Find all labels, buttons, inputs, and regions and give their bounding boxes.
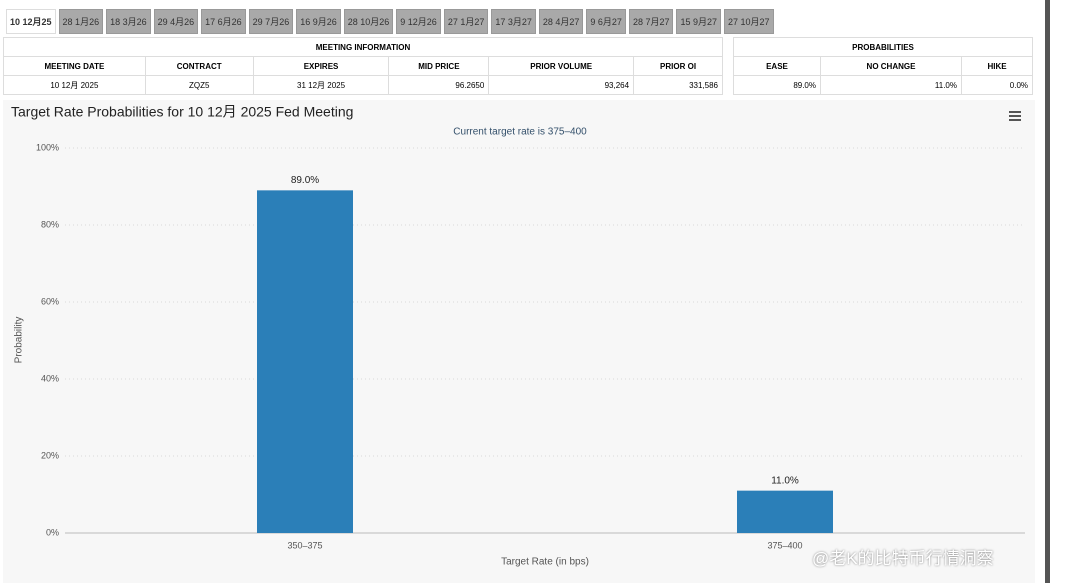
table-cell: 93,264 (488, 75, 635, 95)
x-tick-label: 375–400 (767, 540, 802, 550)
column-header: MEETING DATE (3, 56, 146, 76)
meeting-tab[interactable]: 29 4月26 (153, 9, 199, 34)
header-row: MEETING DATE CONTRACT EXPIRES MID PRICE PRIO… (3, 56, 723, 76)
meeting-tab[interactable]: 9 12月26 (396, 9, 441, 34)
data-row: 10 12月 2025 ZQZ5 31 12月 2025 96.2650 93,264 3… (3, 75, 723, 95)
y-tick-label: 60% (41, 296, 59, 306)
table-cell: 0.0% (961, 75, 1033, 95)
meeting-tab[interactable]: 27 10月27 (724, 9, 774, 34)
column-header: HIKE (961, 56, 1033, 76)
bar (737, 490, 833, 533)
chart-subtitle: Current target rate is 375–400 (453, 127, 587, 138)
meeting-tab[interactable]: 29 7月26 (248, 9, 294, 34)
scrollbar[interactable] (1045, 0, 1050, 583)
table-cell: 89.0% (733, 75, 821, 95)
x-axis-label: Target Rate (in bps) (501, 557, 589, 568)
table-title: PROBABILITIES (733, 37, 1033, 57)
table-cell: 96.2650 (388, 75, 490, 95)
column-header: PRIOR OI (633, 56, 723, 76)
watermark: @老K的比特币行情洞察 (812, 549, 994, 568)
column-header: CONTRACT (144, 56, 254, 76)
header-row: EASE NO CHANGE HIKE (733, 56, 1033, 76)
table-cell: 31 12月 2025 (252, 75, 390, 95)
y-axis-label: Probability (14, 317, 25, 364)
meeting-tabs: 10 12月25 28 1月26 18 3月26 29 4月26 17 6月26 29 7… (6, 9, 774, 34)
data-row: 89.0% 11.0% 0.0% (733, 75, 1033, 95)
y-tick-label: 40% (41, 373, 59, 383)
column-header: EASE (733, 56, 821, 76)
y-tick-label: 80% (41, 219, 59, 229)
column-header: EXPIRES (252, 56, 390, 76)
table-cell: ZQZ5 (144, 75, 254, 95)
meeting-tab[interactable]: 9 6月27 (586, 9, 626, 34)
meeting-tab[interactable]: 17 6月26 (201, 9, 246, 34)
y-tick-label: 0% (46, 527, 59, 537)
data-label: 11.0% (771, 475, 799, 486)
table-cell: 11.0% (820, 75, 962, 95)
column-header: MID PRICE (388, 56, 490, 76)
bar (257, 190, 353, 533)
data-label: 89.0% (291, 175, 319, 186)
chart-title: Target Rate Probabilities for 10 12月 202… (11, 104, 353, 120)
meeting-tab[interactable]: 10 12月25 (6, 9, 56, 34)
menu-icon[interactable] (1009, 111, 1021, 121)
meeting-tab[interactable]: 27 1月27 (443, 9, 489, 34)
column-header: PRIOR VOLUME (488, 56, 635, 76)
table-title-row: PROBABILITIES (733, 37, 1033, 57)
meeting-info-table: MEETING INFORMATION MEETING DATE CONTRACT E… (3, 37, 723, 95)
probabilities-table: PROBABILITIES EASE NO CHANGE HIKE 89.0% 11.0%… (733, 37, 1033, 95)
meeting-tab[interactable]: 16 9月26 (296, 9, 341, 34)
chart: Target Rate Probabilities for 10 12月 202… (3, 100, 1035, 583)
y-tick-label: 100% (36, 142, 59, 152)
table-cell: 10 12月 2025 (3, 75, 146, 95)
table-cell: 331,586 (633, 75, 723, 95)
meeting-tab[interactable]: 28 4月27 (538, 9, 584, 34)
meeting-tab[interactable]: 15 9月27 (676, 9, 721, 34)
table-title: MEETING INFORMATION (3, 37, 723, 57)
meeting-tab[interactable]: 28 1月26 (58, 9, 104, 34)
x-tick-label: 350–375 (287, 540, 322, 550)
table-title-row: MEETING INFORMATION (3, 37, 723, 57)
column-header: NO CHANGE (820, 56, 962, 76)
meeting-tab[interactable]: 18 3月26 (106, 9, 151, 34)
meeting-tab[interactable]: 28 10月26 (343, 9, 394, 34)
meeting-tab[interactable]: 28 7月27 (628, 9, 674, 34)
meeting-tab[interactable]: 17 3月27 (491, 9, 536, 34)
y-tick-label: 20% (41, 450, 59, 460)
